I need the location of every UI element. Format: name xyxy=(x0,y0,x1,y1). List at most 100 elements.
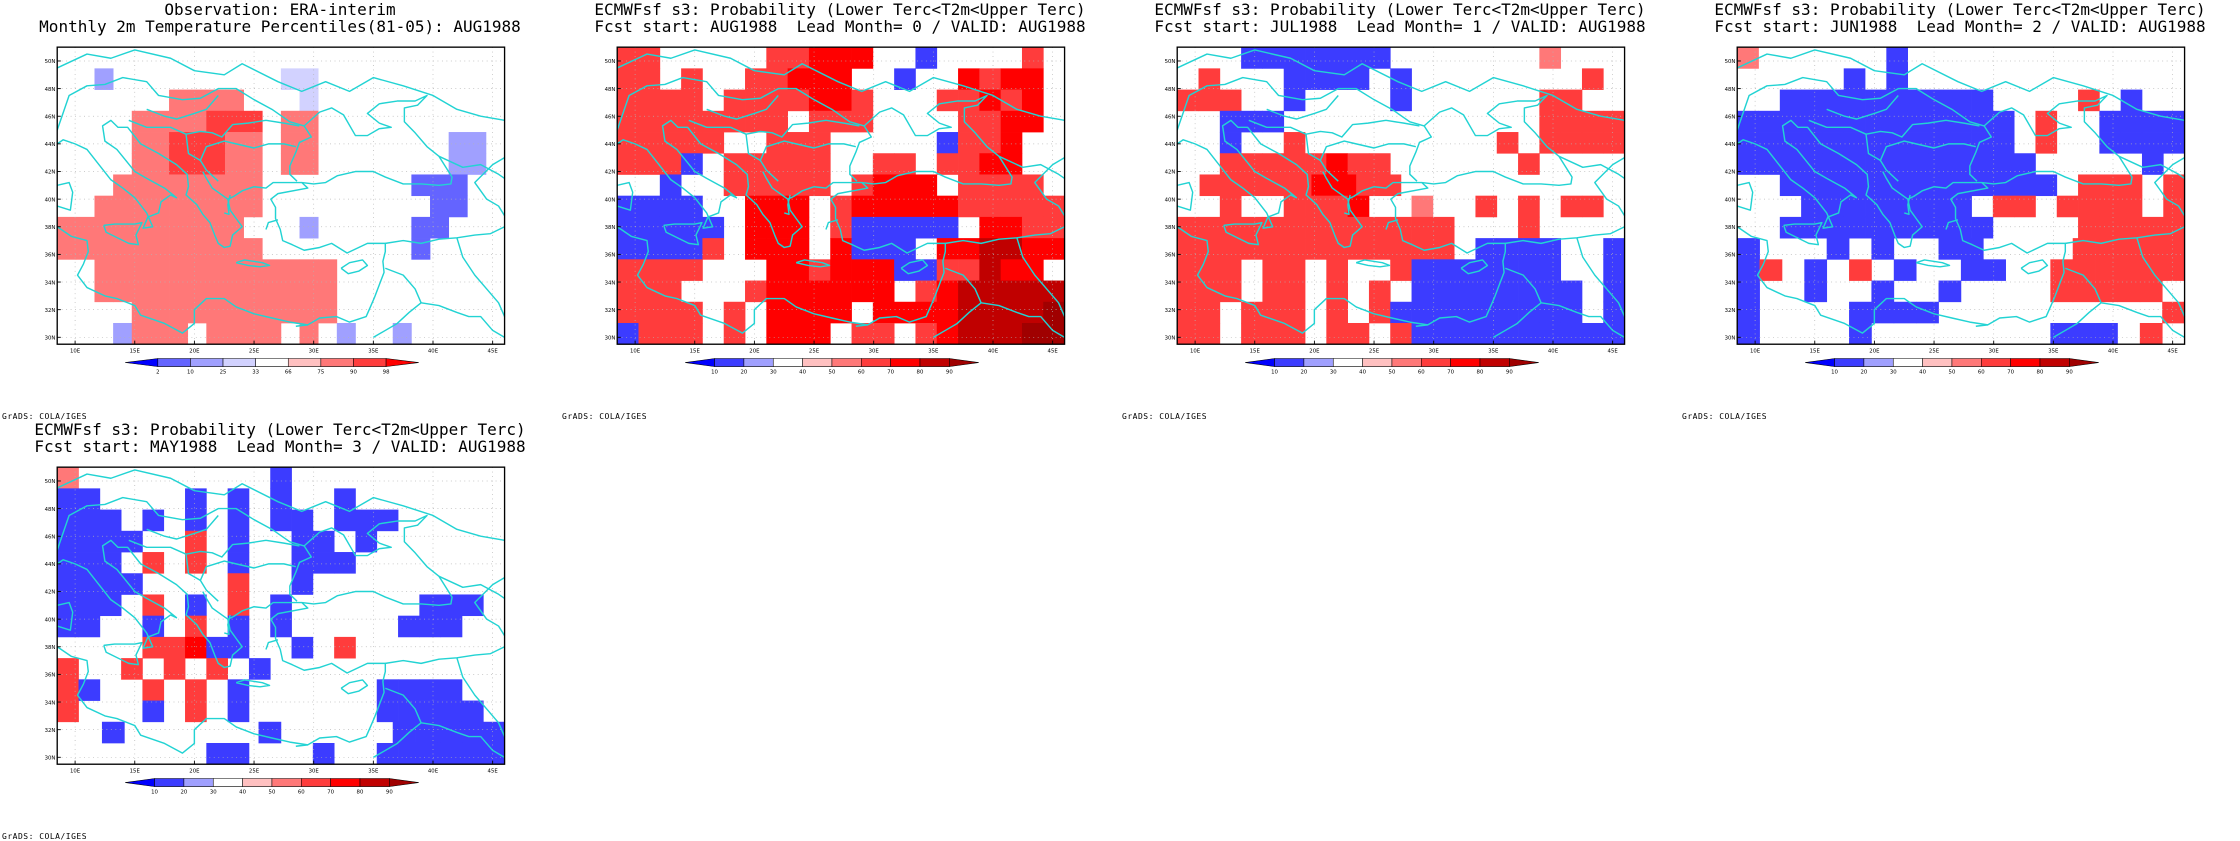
grid-cell xyxy=(766,68,788,90)
grid-cell xyxy=(1021,89,1044,112)
legend-swatch xyxy=(212,778,243,787)
grid-cell xyxy=(2163,132,2185,154)
grid-cell xyxy=(376,700,399,723)
grid-cell xyxy=(617,216,639,239)
grid-cell xyxy=(299,216,319,239)
grid-cell xyxy=(1518,280,1540,303)
legend-label: 90 xyxy=(1506,370,1513,376)
grid-cell xyxy=(1021,280,1044,303)
grid-cell xyxy=(224,301,244,324)
grid-cell xyxy=(1950,89,1972,112)
coastline xyxy=(438,155,505,180)
grid-cell xyxy=(659,216,682,239)
coastline xyxy=(1736,181,1754,211)
grid-cell xyxy=(1283,280,1306,303)
grid-cell xyxy=(915,174,938,197)
grid-cell xyxy=(270,509,292,532)
grid-cell xyxy=(1390,301,1412,324)
grid-cell xyxy=(57,467,79,489)
grid-cell xyxy=(1347,47,1370,69)
grid-cell xyxy=(745,280,767,303)
grid-cell xyxy=(1496,280,1519,303)
grid-cell xyxy=(787,280,810,303)
legend-label: 40 xyxy=(239,790,246,796)
coastline xyxy=(1540,302,1625,338)
grid-cell xyxy=(1368,47,1391,69)
coastline xyxy=(1176,226,1428,334)
grid-cell xyxy=(1198,68,1221,90)
grid-cell xyxy=(1021,301,1044,324)
grid-cell xyxy=(299,153,319,175)
grid-cell xyxy=(291,509,314,532)
grid-cell xyxy=(1219,195,1242,218)
grid-cell xyxy=(243,280,263,303)
grid-cell xyxy=(1219,259,1242,281)
grid-cell xyxy=(851,47,874,69)
grid-cell xyxy=(1539,132,1562,154)
coastline xyxy=(340,679,369,695)
legend-label: 20 xyxy=(740,370,747,376)
grid-cell xyxy=(206,259,226,281)
grid-cell xyxy=(1849,259,1872,281)
coastline xyxy=(998,155,1065,180)
grid-cell xyxy=(1950,110,1972,133)
grid-cell xyxy=(2163,174,2185,197)
panel-title-line1: ECMWFsf s3: Probability (Lower Terc<T2m<… xyxy=(1154,0,1646,19)
grid-cell xyxy=(1907,132,1930,154)
grid-cell xyxy=(894,195,916,218)
lon-tick-label: 10E xyxy=(630,348,641,354)
grid-cell xyxy=(57,615,79,638)
grid-cell xyxy=(227,552,250,574)
grid-cell xyxy=(78,679,101,701)
lon-tick-label: 45E xyxy=(1608,348,1619,354)
grid-cell xyxy=(1603,259,1625,281)
coastline xyxy=(1319,140,1416,182)
grid-cell xyxy=(1021,195,1044,218)
grid-cell xyxy=(1000,68,1023,90)
coastline xyxy=(688,119,761,162)
grid-cell xyxy=(979,89,1002,112)
legend-label: 70 xyxy=(327,790,334,796)
coastline xyxy=(2065,226,2185,245)
grid-cell xyxy=(1603,280,1625,303)
grid-cell xyxy=(1043,322,1065,345)
grid-cell xyxy=(1241,153,1263,175)
grid-cell xyxy=(617,132,639,154)
grid-cell xyxy=(318,280,338,303)
grid-cell xyxy=(376,679,399,701)
grid-cell xyxy=(2072,280,2096,303)
legend-label: 30 xyxy=(210,790,217,796)
grid-cell xyxy=(94,238,114,260)
legend-swatch xyxy=(222,358,256,367)
grid-cell xyxy=(1021,322,1044,345)
grid-cell xyxy=(936,89,959,112)
grid-cell xyxy=(2095,238,2118,260)
grid-cell xyxy=(936,301,959,324)
lon-tick-label: 35E xyxy=(1488,348,1499,354)
grid-cell xyxy=(1518,238,1540,260)
grid-cell xyxy=(681,153,703,175)
grid-cell xyxy=(2120,195,2143,218)
grid-cell xyxy=(1000,280,1023,303)
grid-cell xyxy=(1305,68,1327,90)
grid-cell xyxy=(1283,238,1306,260)
lon-tick-label: 40E xyxy=(2108,348,2119,354)
coastline xyxy=(224,614,231,636)
grid-cell xyxy=(851,174,874,197)
grid-cell xyxy=(1475,259,1498,281)
grid-cell xyxy=(150,322,170,345)
legend-label: 90 xyxy=(386,790,393,796)
lat-tick-label: 32N xyxy=(45,728,56,734)
grid-cell xyxy=(766,238,788,260)
grid-cell xyxy=(1177,322,1199,345)
grid-cell xyxy=(94,280,114,303)
grid-cell xyxy=(1432,301,1455,324)
coastline xyxy=(56,181,74,211)
grid-cell xyxy=(1907,89,1930,112)
grid-cell xyxy=(169,132,189,154)
grid-cell xyxy=(872,216,895,239)
grid-cell xyxy=(1779,89,1802,112)
grid-cell xyxy=(280,280,300,303)
legend-swatch xyxy=(1362,358,1393,367)
grid-cell xyxy=(1886,47,1908,69)
